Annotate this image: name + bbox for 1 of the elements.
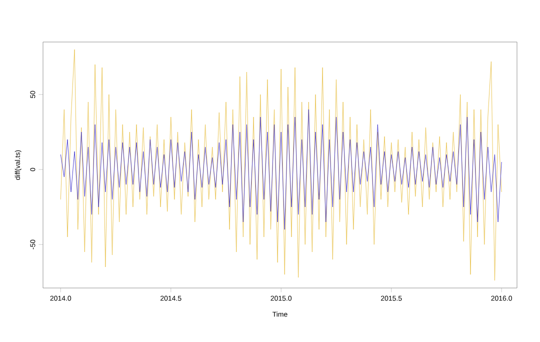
line-series bbox=[60, 109, 502, 230]
